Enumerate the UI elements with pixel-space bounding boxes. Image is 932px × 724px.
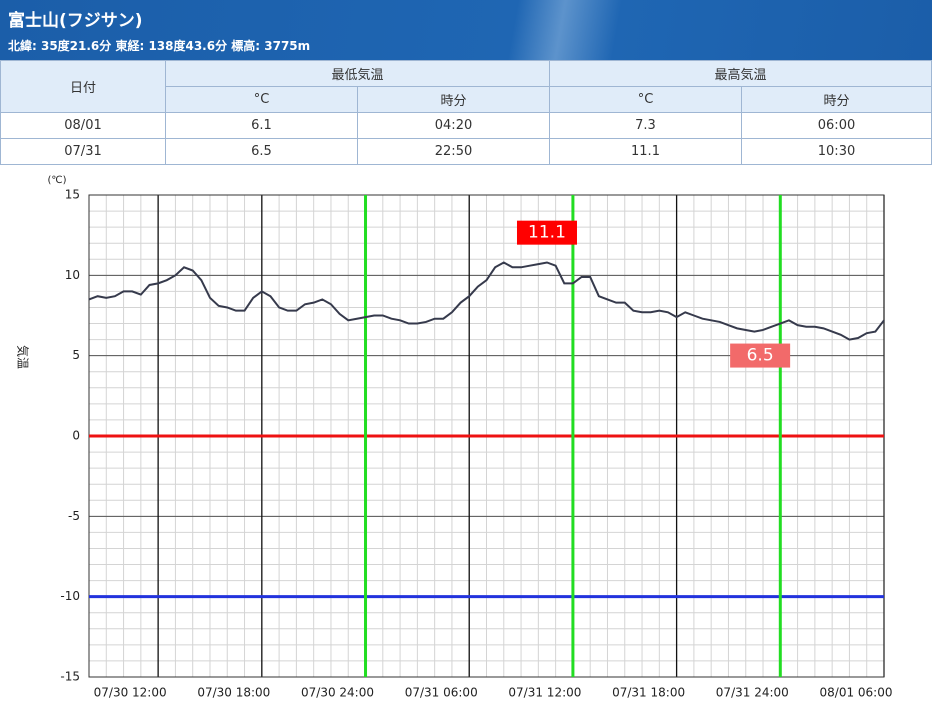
table-cell: 10:30 bbox=[741, 138, 932, 165]
table-cell: 6.5 bbox=[165, 138, 358, 165]
y-tick-label: -10 bbox=[60, 589, 80, 603]
x-tick-label: 07/31 12:00 bbox=[508, 686, 581, 700]
x-tick-label: 08/01 06:00 bbox=[820, 686, 893, 700]
table-cell: 08/01 bbox=[0, 112, 166, 139]
subheader-cell: 時分 bbox=[357, 86, 550, 113]
header-cell: 日付 bbox=[0, 60, 166, 113]
x-tick-label: 07/31 18:00 bbox=[612, 686, 685, 700]
table-cell: 11.1 bbox=[549, 138, 742, 165]
table-cell: 22:50 bbox=[357, 138, 550, 165]
header-cell: 最高気温 bbox=[549, 60, 932, 87]
table-cell: 7.3 bbox=[549, 112, 742, 139]
table-cell: 6.1 bbox=[165, 112, 358, 139]
x-tick-label: 07/30 18:00 bbox=[197, 686, 270, 700]
table-row: 08/01 6.1 04:20 7.3 06:00 bbox=[0, 112, 932, 139]
table-cell: 07/31 bbox=[0, 138, 166, 165]
header: 富士山(フジサン) 北緯: 35度21.6分 東経: 138度43.6分 標高:… bbox=[0, 0, 932, 60]
y-tick-label: 10 bbox=[65, 268, 80, 282]
annotation-label: 6.5 bbox=[747, 346, 774, 366]
table-cell: 06:00 bbox=[741, 112, 932, 139]
y-tick-label: 15 bbox=[65, 188, 80, 202]
y-tick-label: 0 bbox=[72, 429, 80, 443]
annotation-box bbox=[730, 343, 791, 368]
x-tick-label: 07/31 24:00 bbox=[716, 686, 789, 700]
y-axis-label: 気温 bbox=[16, 345, 31, 369]
y-unit: (℃) bbox=[47, 175, 66, 186]
x-tick-label: 07/30 24:00 bbox=[301, 686, 374, 700]
temperature-line bbox=[88, 261, 885, 341]
table-row: 07/31 6.5 22:50 11.1 10:30 bbox=[0, 138, 932, 165]
y-tick-label: 5 bbox=[72, 348, 80, 362]
chart: -15 -10 -5 0 5 10 15 07/30 12:00 07/30 18:00 07/3… bbox=[16, 175, 893, 700]
summary-table: 日付 最低気温 最高気温 °C 時分 °C 時分 08/01 6.1 04:20 7.… bbox=[0, 60, 932, 165]
annotation-label: 11.1 bbox=[528, 223, 566, 243]
table-cell: 04:20 bbox=[357, 112, 550, 139]
subheader-cell: 時分 bbox=[741, 86, 932, 113]
station-info: 北緯: 35度21.6分 東経: 138度43.6分 標高: 3775m bbox=[8, 39, 311, 53]
station-title: 富士山(フジサン) bbox=[8, 11, 143, 31]
y-tick-label: -5 bbox=[68, 509, 80, 523]
subheader-cell: °C bbox=[549, 86, 742, 113]
y-tick-label: -15 bbox=[60, 670, 80, 684]
x-tick-label: 07/31 06:00 bbox=[405, 686, 478, 700]
header-cell: 最低気温 bbox=[165, 60, 550, 87]
x-tick-label: 07/30 12:00 bbox=[94, 686, 167, 700]
annotation-box bbox=[516, 220, 577, 245]
subheader-cell: °C bbox=[165, 86, 358, 113]
